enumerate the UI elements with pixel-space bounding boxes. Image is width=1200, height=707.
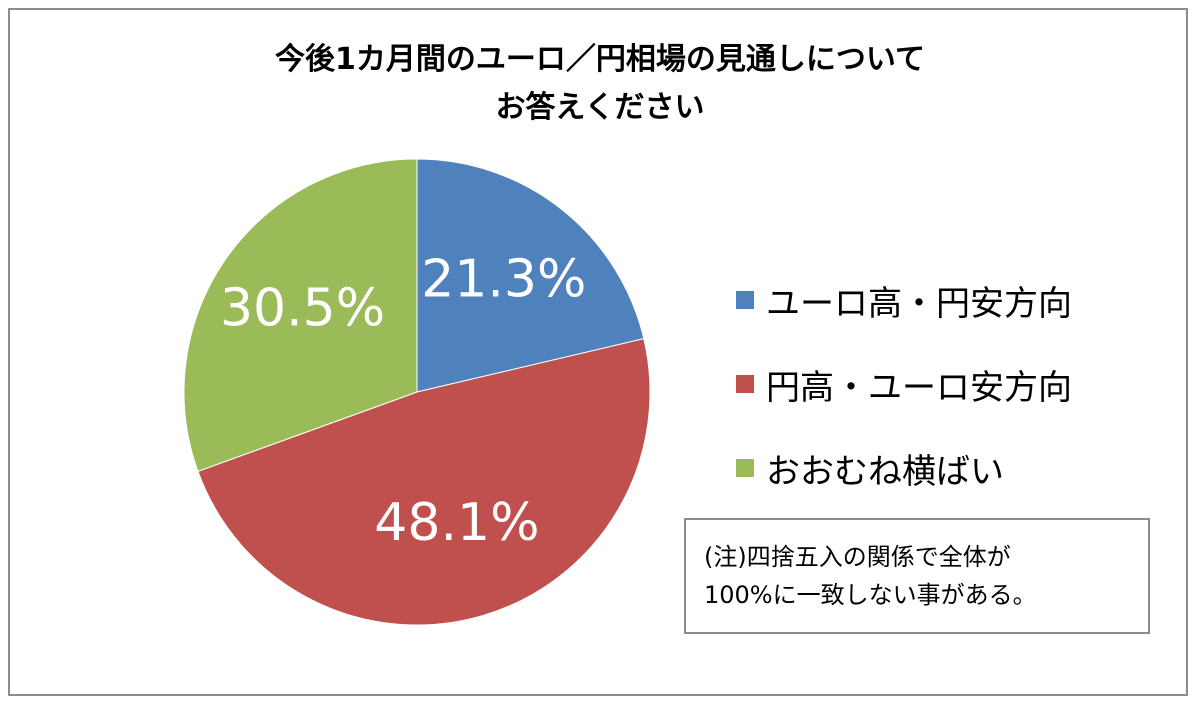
- chart-title: 今後1カ月間のユーロ／円相場の見通しについて お答えください: [0, 36, 1200, 132]
- legend-item-euro-up: ユーロ高・円安方向: [736, 272, 1176, 328]
- legend: ユーロ高・円安方向 円高・ユーロ安方向 おおむね横ばい: [736, 272, 1176, 524]
- pie-label-yen-up: 48.1%: [374, 493, 539, 553]
- chart-title-line-2: お答えください: [495, 90, 705, 125]
- legend-label-euro-up: ユーロ高・円安方向: [766, 283, 1072, 324]
- pie-label-euro-up: 21.3%: [421, 249, 586, 309]
- note-line-2: 100%に一致しない事がある。: [704, 581, 1037, 609]
- pie-slice-euro-up: [416, 158, 645, 393]
- pie-slice-flat: [183, 158, 418, 472]
- note-box: (注)四捨五入の関係で全体が 100%に一致しない事がある。: [684, 518, 1150, 634]
- legend-item-flat: おおむね横ばい: [736, 440, 1176, 496]
- chart-title-line-1: 今後1カ月間のユーロ／円相場の見通しについて: [275, 42, 925, 77]
- note-line-1: (注)四捨五入の関係で全体が: [704, 543, 1011, 571]
- legend-label-flat: おおむね横ばい: [766, 451, 1004, 492]
- legend-swatch-yen-up: [736, 375, 754, 393]
- legend-item-yen-up: 円高・ユーロ安方向: [736, 356, 1176, 412]
- pie-slice-yen-up: [197, 338, 651, 626]
- legend-swatch-flat: [736, 459, 754, 477]
- legend-swatch-euro-up: [736, 291, 754, 309]
- pie-label-flat: 30.5%: [220, 279, 385, 339]
- legend-label-yen-up: 円高・ユーロ安方向: [766, 367, 1072, 408]
